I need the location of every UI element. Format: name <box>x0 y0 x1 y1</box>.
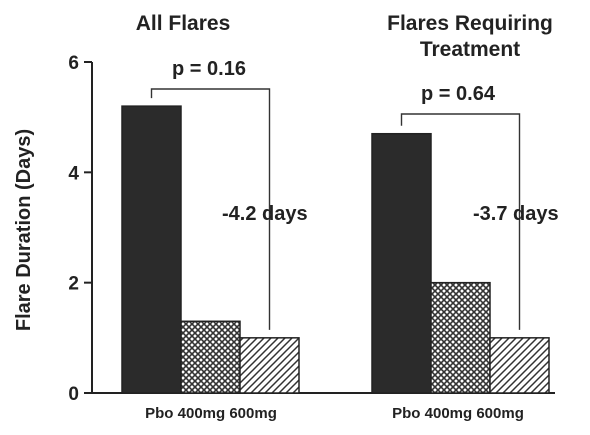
x-tick-label: Pbo 400mg 600mg <box>145 405 277 422</box>
chart-labels: All Flares Pbo 400mg 600mg p = 0.16 -4.2 da… <box>136 12 559 422</box>
group-title-line: All Flares <box>136 12 231 35</box>
bar-400mg-group-1 <box>180 320 241 394</box>
bar-400mg-group-2 <box>430 281 491 394</box>
y-axis-label: Flare Duration (Days) <box>13 129 35 331</box>
significance-bracket <box>400 113 521 330</box>
bar-600mg-group-1 <box>239 337 300 394</box>
p-value-label: p = 0.64 <box>421 83 496 105</box>
significance-bracket <box>150 88 271 330</box>
group-title-line: Flares Requiring <box>387 12 553 35</box>
y-tick-label: 2 <box>68 274 79 295</box>
y-tick-label: 4 <box>68 163 79 184</box>
difference-label: -4.2 days <box>222 203 308 225</box>
bar-pbo-group-2 <box>371 132 432 394</box>
difference-label: -3.7 days <box>473 203 559 225</box>
chart-marks <box>121 88 550 394</box>
bar-600mg-group-2 <box>489 337 550 394</box>
y-tick-label: 6 <box>68 53 79 74</box>
group-title-line: Treatment <box>420 38 520 61</box>
bar-pbo-group-1 <box>121 105 182 394</box>
x-tick-label: Pbo 400mg 600mg <box>392 405 524 422</box>
p-value-label: p = 0.16 <box>172 58 246 80</box>
y-tick-label: 0 <box>68 384 79 405</box>
